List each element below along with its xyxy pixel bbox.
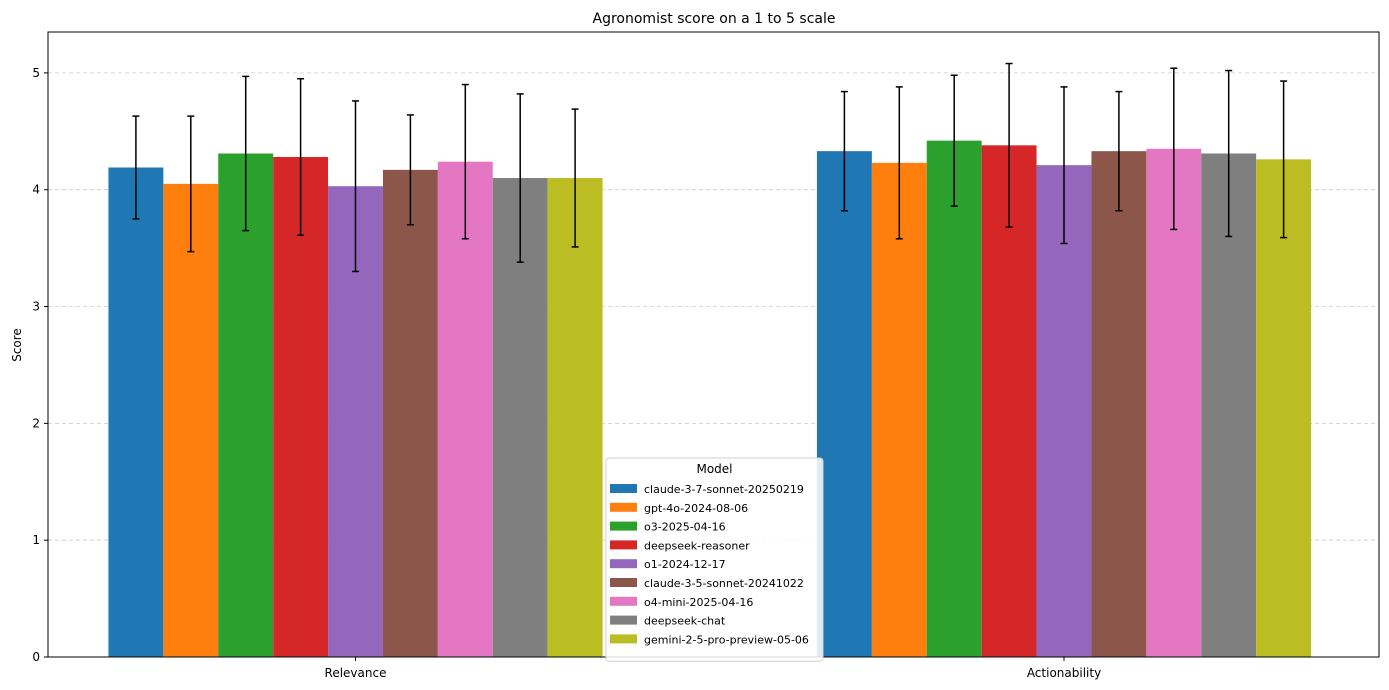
bar-claude-3-5-sonnet-20241022-actionability: [1091, 151, 1147, 657]
legend-entry: deepseek-reasoner: [644, 539, 750, 552]
bar-gemini-2-5-pro-preview-05-06-actionability: [1256, 159, 1312, 658]
legend-swatch: [610, 484, 637, 493]
y-tick-label: 3: [32, 300, 40, 314]
legend-entry: o1-2024-12-17: [644, 558, 726, 571]
legend-swatch: [610, 634, 637, 644]
y-axis: 0 1 2 3 4 5: [32, 66, 48, 664]
bar-o4-mini-2025-04-16-relevance: [437, 161, 493, 657]
bar-o4-mini-2025-04-16-actionability: [1146, 148, 1202, 657]
y-tick-label: 4: [32, 183, 40, 197]
legend-entry: o3-2025-04-16: [644, 521, 726, 534]
legend-swatch: [610, 502, 637, 512]
legend-swatch: [610, 559, 637, 569]
x-tick-label: Relevance: [325, 666, 387, 680]
bar-claude-3-7-sonnet-20250219-relevance: [108, 167, 164, 657]
bar-gpt-4o-2024-08-06-relevance: [163, 183, 219, 658]
legend: Model claude-3-7-sonnet-20250219 gpt-4o-20…: [605, 457, 824, 662]
legend-swatch: [610, 615, 637, 625]
legend-swatch: [610, 596, 637, 606]
legend-entry: gpt-4o-2024-08-06: [644, 502, 748, 515]
x-tick-label: Actionability: [1027, 666, 1101, 680]
legend-entry: gemini-2-5-pro-preview-05-06: [644, 633, 809, 646]
error-bars-group: [132, 62, 1288, 273]
legend-swatch: [610, 578, 637, 587]
bar-o3-2025-04-16-relevance: [218, 153, 274, 657]
x-axis: Relevance Actionability: [325, 657, 1101, 680]
bars-group: [108, 140, 1312, 658]
y-tick-label: 5: [32, 66, 40, 80]
bar-gpt-4o-2024-08-06-actionability: [871, 162, 927, 657]
bar-deepseek-reasoner-relevance: [273, 157, 329, 657]
y-axis-label: Score: [10, 328, 24, 362]
y-tick-label: 0: [32, 650, 40, 664]
bar-gemini-2-5-pro-preview-05-06-relevance: [547, 178, 603, 658]
bar-deepseek-chat-actionability: [1201, 153, 1257, 657]
legend-box: [605, 457, 824, 662]
legend-entry: o4-mini-2025-04-16: [644, 596, 753, 609]
bar-claude-3-5-sonnet-20241022-relevance: [382, 169, 438, 657]
bar-o3-2025-04-16-actionability: [926, 140, 982, 657]
legend-swatch: [610, 540, 637, 550]
bar-deepseek-reasoner-actionability: [981, 145, 1037, 658]
bar-claude-3-7-sonnet-20250219-actionability: [816, 151, 872, 657]
legend-swatch: [610, 521, 637, 531]
y-tick-label: 1: [32, 533, 40, 547]
legend-entry: deepseek-chat: [644, 615, 726, 628]
bar-o1-2024-12-17-actionability: [1036, 165, 1092, 658]
legend-entry: claude-3-7-sonnet-20250219: [644, 483, 804, 496]
y-tick-label: 2: [32, 416, 40, 430]
legend-title: Model: [696, 462, 732, 476]
chart-title: Agronomist score on a 1 to 5 scale: [593, 11, 836, 27]
legend-entry: claude-3-5-sonnet-20241022: [644, 577, 804, 590]
